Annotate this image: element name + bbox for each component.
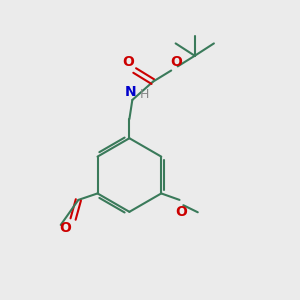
Text: O: O xyxy=(175,205,187,219)
Text: O: O xyxy=(122,55,134,69)
Text: N: N xyxy=(125,85,137,99)
Text: H: H xyxy=(140,88,149,101)
Text: O: O xyxy=(171,55,182,69)
Text: O: O xyxy=(59,221,71,236)
